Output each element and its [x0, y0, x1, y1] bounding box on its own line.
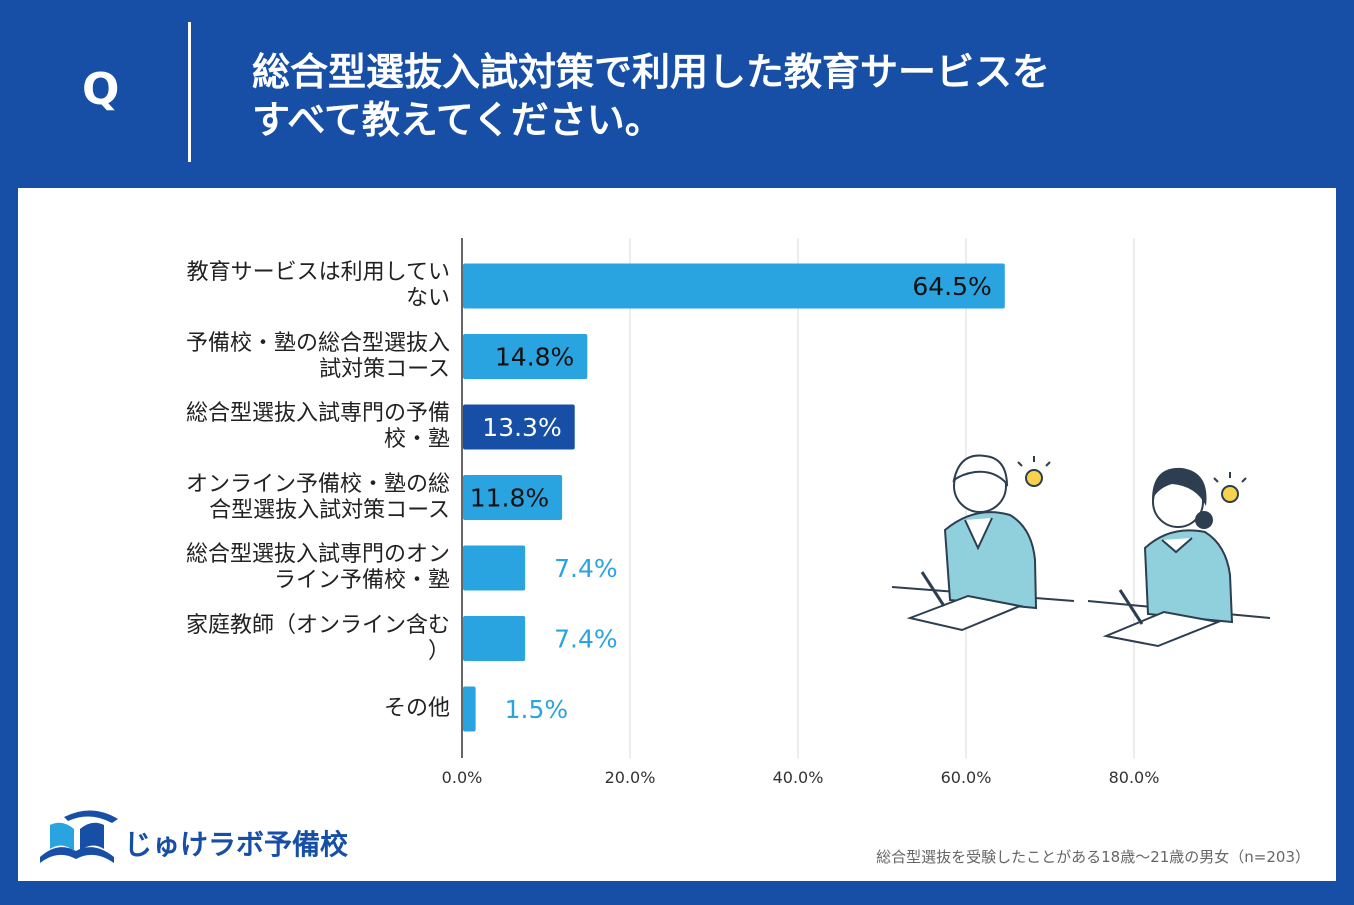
question-header: Q 総合型選抜入試対策で利用した教育サービスを すべて教えてください。 [0, 0, 1354, 190]
bar-value-label: 1.5% [505, 695, 569, 724]
x-tick-label: 20.0% [605, 768, 656, 787]
bar [463, 263, 1005, 309]
boy-student-illustration [891, 454, 1075, 632]
question-text: 総合型選抜入試対策で利用した教育サービスを すべて教えてください。 [252, 48, 1252, 144]
bar [463, 616, 526, 661]
bar-value-label: 7.4% [554, 554, 618, 583]
bar-value-label: 11.8% [470, 484, 549, 513]
category-label-line: オンライン予備校・塾の総 [185, 471, 450, 497]
logo-text: じゅけラボ予備校 [124, 828, 349, 861]
q-mark: Q [82, 64, 120, 115]
x-tick-label: 80.0% [1109, 768, 1160, 787]
question-line-1: 総合型選抜入試対策で利用した教育サービスを [252, 50, 1051, 94]
category-label-line: ない [405, 286, 450, 311]
book-logo-icon [40, 810, 118, 863]
jukelabo-logo: じゅけラボ予備校 [34, 807, 364, 867]
category-label: オンライン予備校・塾の総 合型選抜入試対策コース [50, 472, 450, 524]
header-divider [188, 22, 191, 162]
bar-value-label: 7.4% [554, 625, 618, 654]
category-label: 家庭教師（オンライン含む） [50, 613, 450, 665]
category-label: その他 [50, 696, 450, 722]
bar [463, 404, 575, 450]
category-label-line: 教育サービスは利用してい [186, 260, 450, 285]
category-label-line: 予備校・塾の総合型選抜入 [185, 330, 450, 356]
bar-value-label: 64.5% [912, 272, 991, 301]
category-label-line: 総合型選抜入試専門の予備 [185, 401, 450, 426]
bar-value-label: 14.8% [495, 343, 574, 372]
category-label: 予備校・塾の総合型選抜入 試対策コース [50, 331, 450, 383]
category-label-line: ） [427, 638, 450, 664]
bar [463, 334, 588, 379]
x-tick-label: 40.0% [773, 768, 824, 787]
x-tick-label: 60.0% [941, 768, 992, 787]
bar [463, 475, 563, 520]
category-label-line: 校・塾 [383, 427, 450, 452]
x-tick-label: 0.0% [442, 768, 483, 787]
category-label: 教育サービスは利用してい ない [50, 260, 450, 312]
category-label-line: 家庭教師（オンライン含む [185, 612, 450, 638]
category-label-line: 試対策コース [319, 356, 450, 382]
question-line-2: すべて教えてください。 [252, 98, 663, 142]
category-label: 総合型選抜入試専門の予備 校・塾 [50, 401, 450, 453]
bar [463, 545, 526, 591]
category-label: 総合型選抜入試専門のオン ライン予備校・塾 [50, 542, 450, 594]
bar-value-label: 13.3% [482, 413, 561, 442]
category-label-line: 合型選抜入試対策コース [209, 497, 450, 523]
girl-student-illustration [1087, 467, 1271, 648]
category-label-line: その他 [383, 696, 450, 721]
bar [463, 686, 476, 732]
sample-footnote: 総合型選抜を受験したことがある18歳～21歳の男女（n=203） [876, 848, 1310, 866]
category-label-line: 総合型選抜入試専門のオン [185, 542, 450, 567]
category-label-line: ライン予備校・塾 [273, 568, 450, 593]
